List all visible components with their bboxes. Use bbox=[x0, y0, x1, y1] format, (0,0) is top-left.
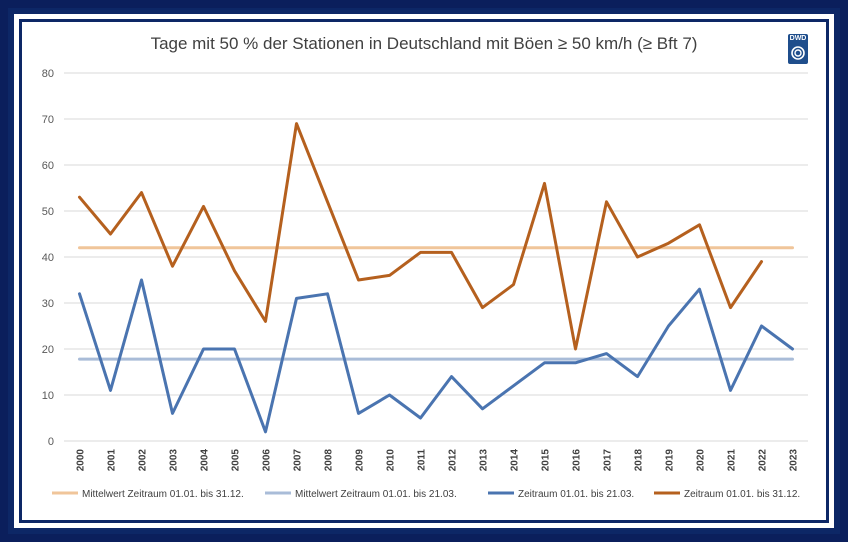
legend-label: Zeitraum 01.01. bis 31.12. bbox=[684, 489, 800, 500]
x-tick-label: 2006 bbox=[262, 449, 273, 472]
gridlines bbox=[64, 72, 808, 442]
legend-label: Zeitraum 01.01. bis 21.03. bbox=[518, 489, 634, 500]
x-tick-label: 2009 bbox=[355, 449, 366, 472]
x-tick-label: 2013 bbox=[479, 449, 490, 472]
series-line-3 bbox=[78, 122, 763, 351]
y-tick-label: 40 bbox=[42, 252, 54, 264]
x-tick-label: 2019 bbox=[665, 449, 676, 472]
y-tick-label: 50 bbox=[42, 206, 54, 218]
x-tick-label: 2012 bbox=[448, 449, 459, 472]
chart-title: Tage mit 50 % der Stationen in Deutschla… bbox=[150, 34, 698, 53]
y-axis-ticks: 0 10 20 30 40 50 60 70 80 bbox=[42, 68, 54, 448]
series-lines bbox=[78, 122, 794, 434]
x-tick-label: 2011 bbox=[417, 449, 428, 471]
y-tick-label: 0 bbox=[48, 436, 54, 448]
dwd-logo-text: DWD bbox=[789, 35, 807, 42]
x-tick-label: 2010 bbox=[386, 449, 397, 472]
legend-label: Mittelwert Zeitraum 01.01. bis 21.03. bbox=[295, 489, 457, 500]
x-tick-label: 2001 bbox=[107, 449, 118, 472]
x-tick-label: 2003 bbox=[169, 449, 180, 472]
x-tick-label: 2007 bbox=[293, 449, 304, 472]
x-tick-label: 2017 bbox=[603, 449, 614, 472]
y-tick-label: 80 bbox=[42, 68, 54, 80]
x-tick-label: 2023 bbox=[789, 449, 800, 472]
x-tick-label: 2004 bbox=[200, 449, 211, 472]
chart-panel bbox=[22, 22, 826, 520]
y-tick-label: 30 bbox=[42, 298, 54, 310]
x-axis-ticks: 2000 2001 2002 2003 2004 2005 2006 2007 2008 2009… bbox=[76, 449, 800, 472]
legend: Mittelwert Zeitraum 01.01. bis 31.12. Mit… bbox=[52, 489, 800, 500]
x-tick-label: 2015 bbox=[541, 449, 552, 472]
x-tick-label: 2000 bbox=[76, 449, 87, 472]
x-tick-label: 2018 bbox=[634, 449, 645, 472]
x-tick-label: 2016 bbox=[572, 449, 583, 472]
y-tick-label: 70 bbox=[42, 114, 54, 126]
legend-label: Mittelwert Zeitraum 01.01. bis 31.12. bbox=[82, 489, 244, 500]
y-tick-label: 20 bbox=[42, 344, 54, 356]
series-line-2 bbox=[78, 278, 794, 434]
dwd-logo: DWD bbox=[788, 34, 808, 64]
x-tick-label: 2005 bbox=[231, 449, 242, 472]
y-tick-label: 60 bbox=[42, 160, 54, 172]
x-tick-label: 2020 bbox=[696, 449, 707, 472]
x-tick-label: 2008 bbox=[324, 449, 335, 472]
x-tick-label: 2021 bbox=[727, 449, 738, 472]
x-tick-label: 2014 bbox=[510, 449, 521, 472]
y-tick-label: 10 bbox=[42, 390, 54, 402]
dwd-swirl-icon bbox=[791, 46, 805, 60]
x-tick-label: 2022 bbox=[758, 449, 769, 472]
x-tick-label: 2002 bbox=[138, 449, 149, 472]
